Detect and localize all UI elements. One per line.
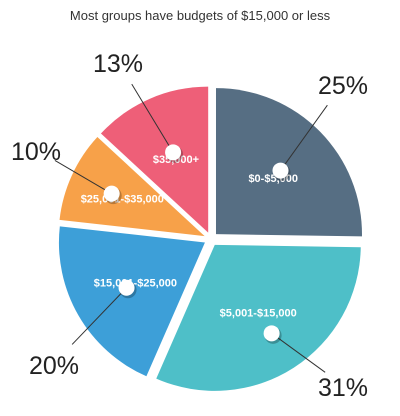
- slice-35000-plus-dot: [165, 144, 182, 161]
- slice-0-5000-percent-label: 25%: [318, 72, 368, 100]
- slice-5001-15000-label: $5,001-$15,000: [220, 307, 297, 319]
- slice-35000-plus-label: $35,000+: [153, 154, 199, 166]
- slice-25001-35000-percent-label: 10%: [11, 138, 61, 166]
- slice-25001-35000: [59, 137, 205, 237]
- slice-15001-25000-percent-label: 20%: [29, 352, 79, 380]
- slice-35000-plus: [100, 86, 209, 233]
- slice-15001-25000-leader-line: [71, 287, 127, 345]
- slice-15001-25000-label: $15,001-$25,000: [94, 278, 177, 290]
- slice-0-5000-label: $0-$5,000: [248, 173, 298, 185]
- slice-5001-15000-dot: [263, 325, 280, 342]
- slice-25001-35000-leader-line: [54, 159, 112, 195]
- slice-0-5000-dot: [272, 162, 289, 179]
- slice-0-5000: [215, 88, 362, 237]
- slice-15001-25000-dot: [118, 279, 135, 296]
- slice-5001-15000-percent-label: 31%: [318, 374, 368, 402]
- slice-25001-35000-dot: [103, 185, 120, 202]
- slice-0-5000-leader-line: [280, 104, 328, 171]
- chart-title: Most groups have budgets of $15,000 or l…: [69, 8, 331, 23]
- slice-35000-plus-leader-line: [131, 83, 174, 153]
- slice-25001-35000-label: $25,001-$35,000: [81, 193, 164, 205]
- slice-5001-15000-leader-line: [271, 332, 326, 373]
- slice-15001-25000: [58, 226, 205, 377]
- slice-5001-15000: [156, 244, 361, 391]
- slice-35000-plus-percent-label: 13%: [93, 50, 143, 78]
